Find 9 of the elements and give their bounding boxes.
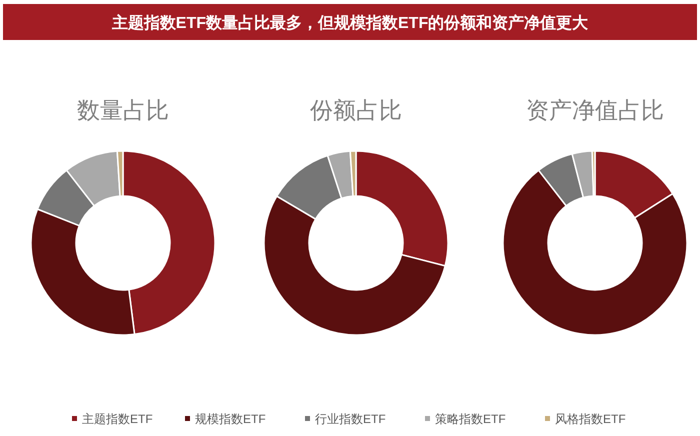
legend-label: 规模指数ETF — [195, 412, 266, 426]
legend-label: 策略指数ETF — [435, 412, 506, 426]
chart-title: 资产净值占比 — [526, 97, 664, 123]
chart-title: 份额占比 — [310, 97, 402, 123]
text: 主题指数ETF数量占比最多，但规模指数ETF的份额和资产净值更大 — [110, 13, 590, 32]
chart-title: 数量占比 — [77, 97, 169, 123]
legend-label: 风格指数ETF — [555, 412, 626, 426]
legend-label: 行业指数ETF — [315, 412, 386, 426]
legend-label: 主题指数ETF — [82, 412, 153, 426]
